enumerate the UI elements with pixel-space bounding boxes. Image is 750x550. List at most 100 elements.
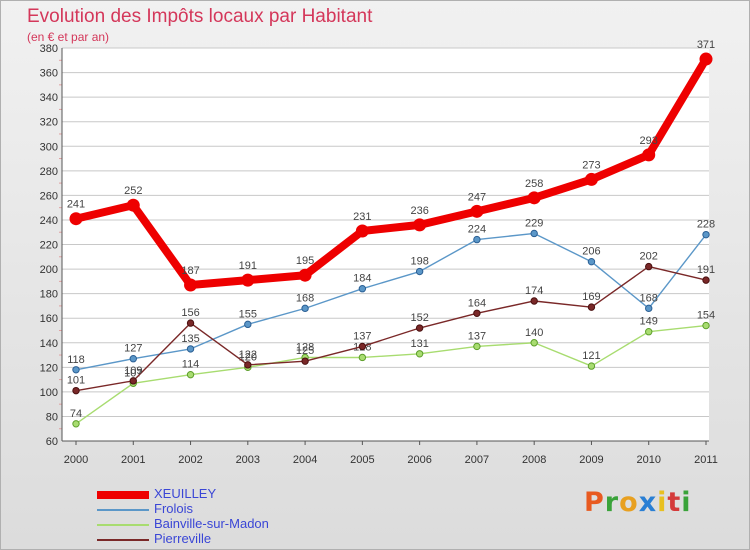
y-tick-label: 380 (40, 43, 58, 55)
y-tick-label: 340 (40, 92, 58, 104)
legend-label: Bainville-sur-Madon (154, 516, 269, 531)
brand-letter: t (667, 487, 682, 518)
data-label-pierreville: 122 (239, 349, 257, 361)
y-tick-label: 320 (40, 117, 58, 129)
data-point-frolois (587, 257, 596, 266)
data-label-frolois: 206 (582, 246, 600, 258)
data-label-frolois: 168 (640, 292, 658, 304)
y-tick-label: 300 (40, 141, 58, 153)
x-tick-label: 2006 (407, 454, 431, 466)
data-point-pierreville (358, 342, 367, 351)
data-label-xeuilley: 273 (582, 159, 600, 171)
data-label-pierreville: 152 (410, 312, 428, 324)
data-point-xeuilley (241, 273, 255, 287)
data-point-frolois (186, 345, 195, 353)
data-label-bainville-sur-madon: 120 (239, 351, 257, 363)
data-point-pierreville (72, 386, 80, 395)
legend-label: Frolois (154, 501, 194, 516)
data-point-bainville-sur-madon (415, 350, 424, 358)
y-tick-label: 260 (40, 190, 58, 202)
data-point-xeuilley (642, 148, 656, 162)
y-tick-label: 180 (40, 289, 58, 301)
brand-letter: i (681, 487, 692, 518)
data-point-pierreville (530, 297, 538, 305)
data-point-xeuilley (470, 204, 484, 218)
legend-label: Pierreville (154, 531, 212, 546)
data-label-frolois: 135 (181, 333, 199, 345)
data-point-pierreville (702, 276, 710, 284)
data-point-frolois (358, 285, 367, 293)
data-label-frolois: 228 (697, 219, 715, 231)
data-label-bainville-sur-madon: 149 (640, 316, 658, 328)
data-label-bainville-sur-madon: 114 (182, 359, 200, 371)
brand-letter: i (657, 487, 668, 518)
data-point-xeuilley (126, 198, 140, 212)
data-label-bainville-sur-madon: 137 (468, 330, 486, 342)
data-point-pierreville (244, 361, 252, 369)
brand-letter: x (638, 487, 658, 518)
y-tick-label: 80 (46, 411, 58, 423)
data-label-pierreville: 101 (67, 375, 85, 387)
data-point-frolois (72, 366, 80, 374)
y-tick-label: 140 (40, 338, 58, 350)
data-label-frolois: 198 (410, 256, 428, 268)
data-point-pierreville (301, 357, 309, 365)
data-point-xeuilley (355, 224, 369, 238)
y-tick-label: 220 (40, 240, 58, 252)
x-tick-label: 2004 (293, 454, 317, 466)
data-label-xeuilley: 258 (525, 178, 543, 190)
y-tick-label: 280 (40, 166, 58, 178)
data-label-pierreville: 125 (296, 345, 314, 357)
series-line-pierreville (75, 265, 707, 392)
data-label-frolois: 229 (525, 217, 543, 229)
data-point-xeuilley (527, 191, 541, 205)
data-point-xeuilley (413, 218, 427, 232)
data-point-pierreville (129, 377, 137, 385)
data-label-pierreville: 202 (640, 251, 658, 263)
series-line-frolois (75, 232, 707, 371)
data-label-pierreville: 156 (181, 307, 199, 319)
y-tick-label: 240 (40, 215, 58, 227)
data-point-bainville-sur-madon (530, 339, 538, 347)
data-label-pierreville: 109 (124, 365, 142, 377)
data-point-pierreville (587, 303, 596, 311)
y-tick-label: 120 (40, 362, 58, 374)
data-point-xeuilley (699, 52, 713, 66)
data-label-bainville-sur-madon: 121 (582, 350, 600, 362)
data-label-frolois: 127 (124, 343, 142, 355)
data-label-pierreville: 164 (468, 297, 486, 309)
data-point-bainville-sur-madon (473, 342, 481, 351)
data-label-xeuilley: 187 (181, 265, 199, 277)
y-tick-label: 160 (40, 313, 58, 325)
data-label-xeuilley: 236 (410, 205, 428, 217)
data-label-xeuilley: 371 (697, 39, 715, 51)
brand-logo: Proxiti (584, 487, 692, 518)
data-label-pierreville: 174 (525, 285, 543, 297)
x-tick-label: 2002 (178, 454, 202, 466)
brand-letter: r (604, 487, 620, 518)
data-label-frolois: 118 (67, 354, 85, 366)
x-tick-label: 2010 (636, 454, 660, 466)
data-point-bainville-sur-madon (702, 321, 710, 330)
series-line-xeuilley (72, 55, 710, 290)
y-tick-label: 100 (40, 387, 58, 399)
series-line-bainville-sur-madon (75, 324, 707, 425)
data-label-bainville-sur-madon: 131 (410, 338, 428, 350)
x-tick-label: 2008 (522, 454, 546, 466)
y-tick-label: 60 (46, 436, 58, 448)
data-point-bainville-sur-madon (358, 353, 367, 362)
data-point-bainville-sur-madon (645, 327, 653, 336)
x-tick-label: 2009 (579, 454, 603, 466)
legend-label: XEUILLEY (154, 486, 217, 501)
data-point-frolois (415, 267, 424, 276)
data-point-xeuilley (69, 212, 83, 226)
data-label-bainville-sur-madon: 140 (525, 327, 543, 339)
x-tick-label: 2005 (350, 454, 374, 466)
data-label-xeuilley: 247 (468, 191, 486, 203)
data-point-frolois (244, 320, 252, 329)
data-label-xeuilley: 252 (124, 185, 142, 197)
data-label-bainville-sur-madon: 128 (296, 341, 314, 353)
data-label-frolois: 184 (353, 273, 371, 285)
y-tick-label: 200 (40, 264, 58, 276)
